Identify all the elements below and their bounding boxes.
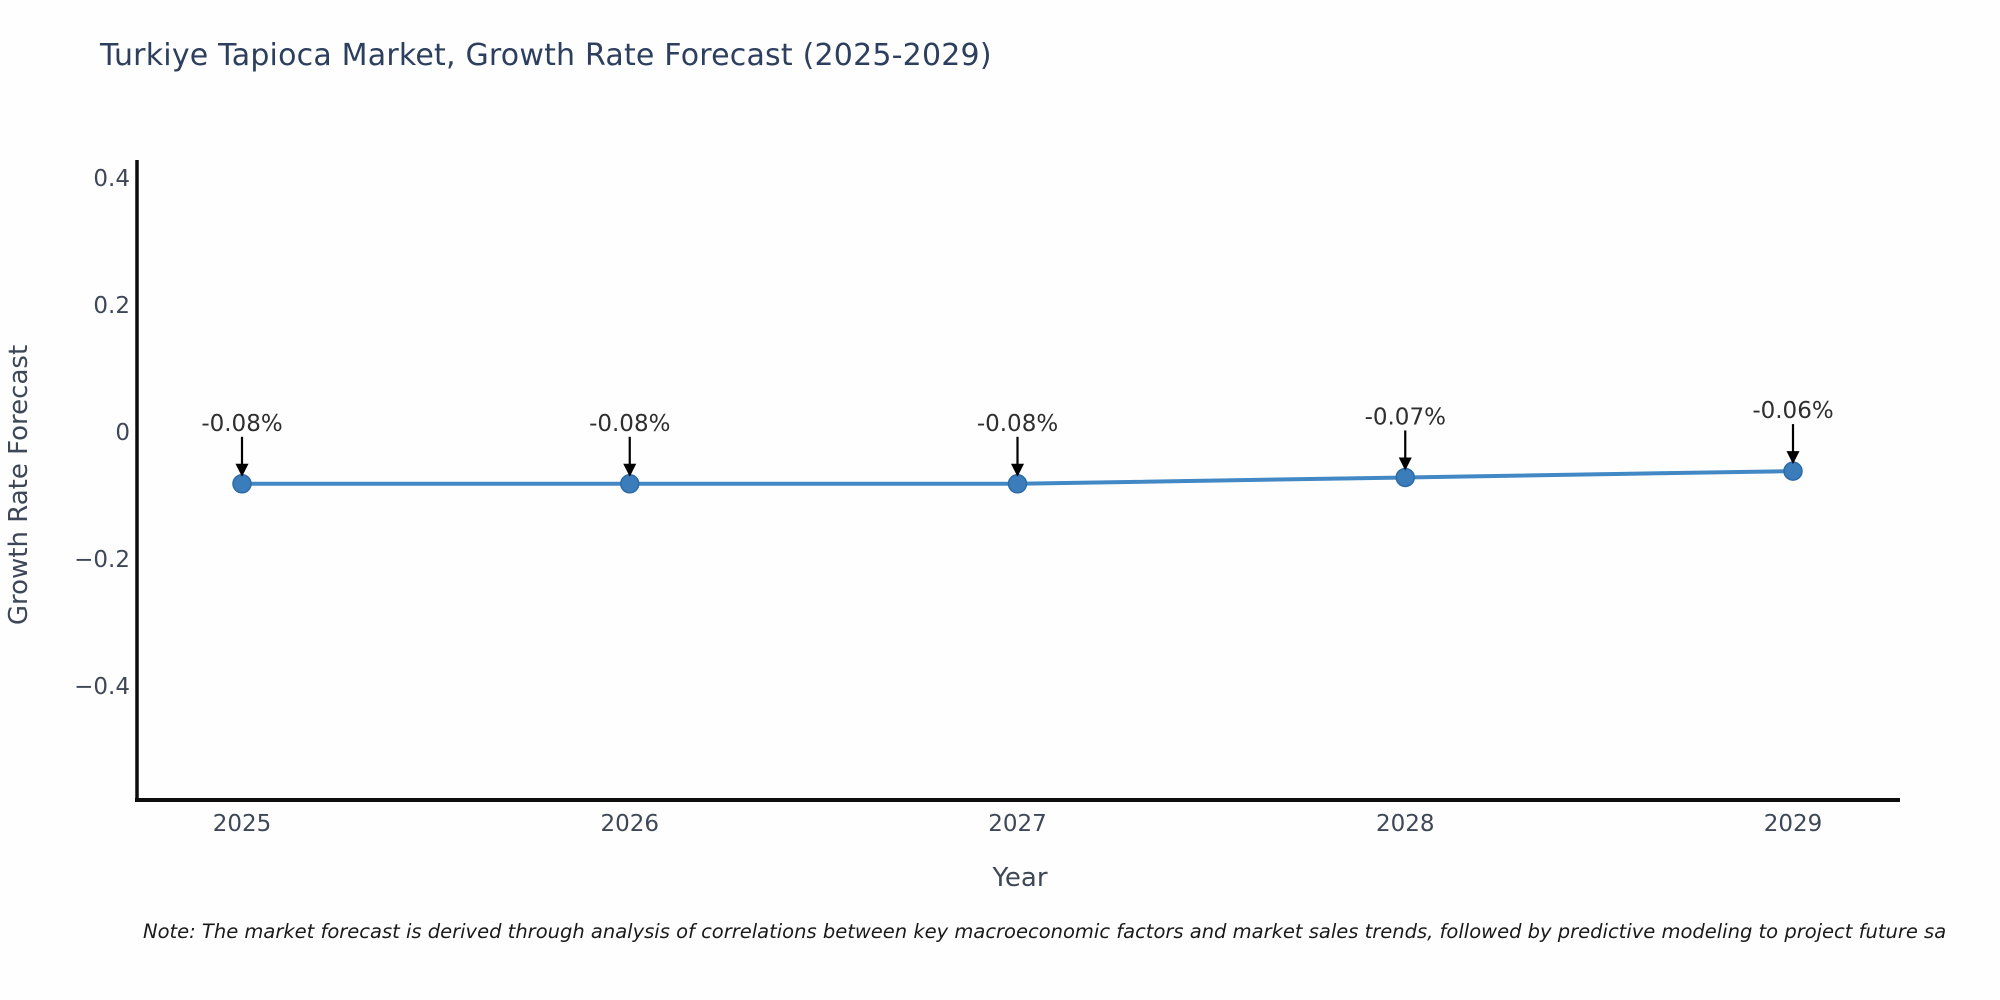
point-value-label: -0.08% [589,411,670,437]
data-point [1395,467,1415,488]
data-point [1007,474,1028,494]
y-tick-label: 0.2 [93,293,130,319]
point-value-label: -0.08% [977,411,1058,437]
annotation-arrow-head [623,463,637,477]
x-tick-label: 2026 [600,811,659,837]
point-value-label: -0.08% [201,411,282,437]
x-tick-label: 2028 [1376,811,1435,837]
annotation-arrow-head [1786,451,1800,465]
y-axis-title: Growth Rate Forecast [4,345,34,625]
x-tick-label: 2027 [988,811,1047,837]
data-point [232,474,252,494]
point-value-label: -0.07% [1365,404,1446,430]
chart-title: Turkiye Tapioca Market, Growth Rate Fore… [100,38,992,73]
point-value-label: -0.06% [1752,398,1833,424]
y-tick-label: −0.2 [74,547,130,573]
methodology-note: Note: The market forecast is derived thr… [143,920,1947,943]
data-point [1783,461,1803,481]
x-tick-label: 2025 [213,811,272,837]
annotation-arrow-head [1011,463,1024,477]
annotation-arrow-head [235,463,249,477]
y-tick-label: −0.4 [74,674,130,700]
x-axis-title: Year [991,863,1047,893]
x-tick-label: 2029 [1764,811,1823,837]
annotation-arrow-head [1398,457,1412,471]
y-tick-label: 0 [115,420,130,446]
data-point [620,474,640,494]
y-tick-label: 0.4 [93,166,130,192]
